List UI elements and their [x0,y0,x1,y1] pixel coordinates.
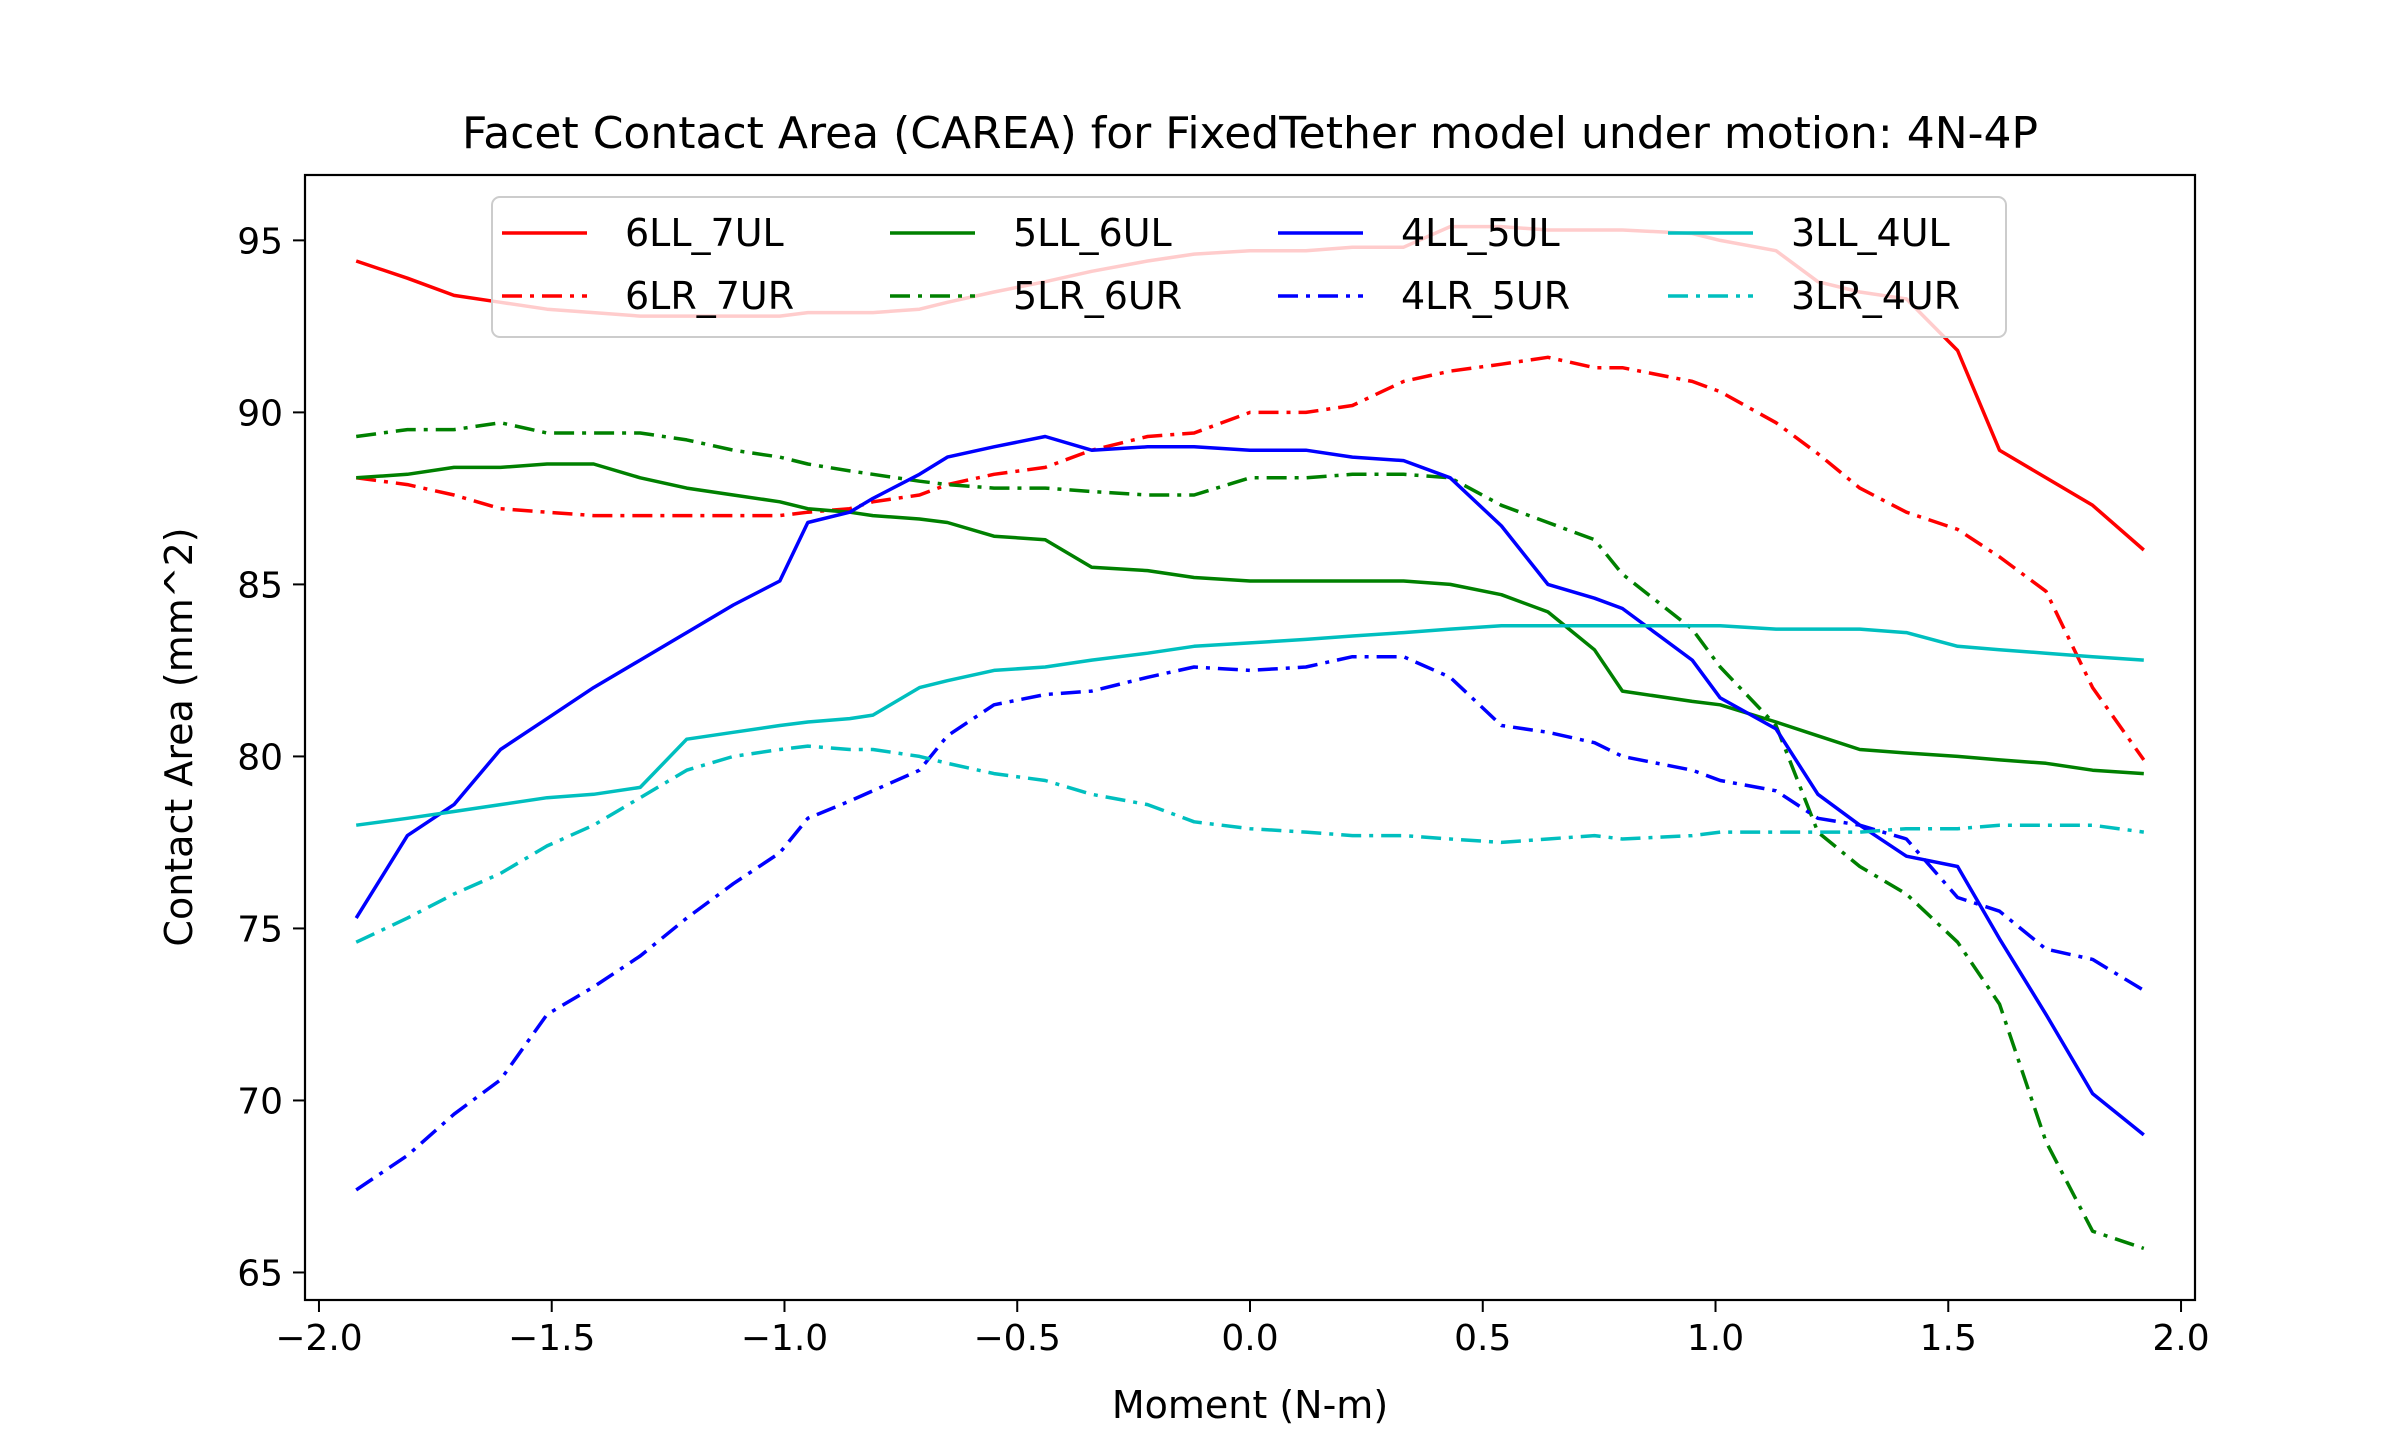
x-tick-label: 0.5 [1454,1318,1511,1359]
x-tick-label: −0.5 [974,1318,1061,1359]
y-axis-ticks: 65 70 75 80 85 90 95 [237,221,305,1294]
series-line-5LL_6UL [356,462,2144,776]
series-line-4LR_5UR [355,654,2145,1192]
series-line-6LR_7UR [355,355,2146,761]
legend: 6LL_7UL 6LR_7UR 5LL_6UL 5LR_6UR 4LL_5UL 4LR_5… [491,196,2007,338]
y-tick-label: 95 [237,221,283,262]
legend-label-4LL_5UL: 4LL_5UL [1401,211,1560,255]
legend-label-6LL_7UL: 6LL_7UL [625,211,784,255]
y-tick-label: 65 [237,1253,283,1294]
legend-frame [491,196,2007,338]
x-tick-label: 1.0 [1687,1318,1744,1359]
y-tick-label: 75 [237,909,283,950]
legend-label-3LL_4UL: 3LL_4UL [1791,211,1950,255]
series-line-3LL_4UL [355,623,2144,827]
y-tick-label: 85 [237,565,283,606]
y-axis-label: Contact Area (mm^2) [157,527,201,946]
x-tick-label: 2.0 [2152,1318,2209,1359]
series-line-5LR_6UR [355,420,2145,1251]
chart-title: Facet Contact Area (CAREA) for FixedTeth… [462,108,2038,159]
series-line-4LL_5UL [354,434,2145,1137]
x-tick-label: −1.0 [741,1318,828,1359]
legend-label-5LR_6UR: 5LR_6UR [1013,274,1182,318]
x-axis-label: Moment (N-m) [1112,1383,1388,1427]
y-tick-label: 80 [237,737,283,778]
plot-area-frame [303,173,2197,1302]
x-axis-ticks: −2.0 −1.5 −1.0 −0.5 0.0 0.5 1.0 1.5 2.0 [275,1300,2210,1359]
series-line-3LR_4UR [355,744,2145,944]
x-tick-label: 1.5 [1920,1318,1977,1359]
legend-label-4LR_5UR: 4LR_5UR [1401,274,1570,318]
x-tick-label: −1.5 [508,1318,595,1359]
x-tick-label: −2.0 [275,1318,362,1359]
y-tick-label: 90 [237,393,283,434]
legend-label-5LL_6UL: 5LL_6UL [1013,211,1172,255]
legend-label-6LR_7UR: 6LR_7UR [625,274,794,318]
x-tick-label: 0.0 [1221,1318,1278,1359]
legend-label-3LR_4UR: 3LR_4UR [1791,274,1960,318]
y-tick-label: 70 [237,1081,283,1122]
